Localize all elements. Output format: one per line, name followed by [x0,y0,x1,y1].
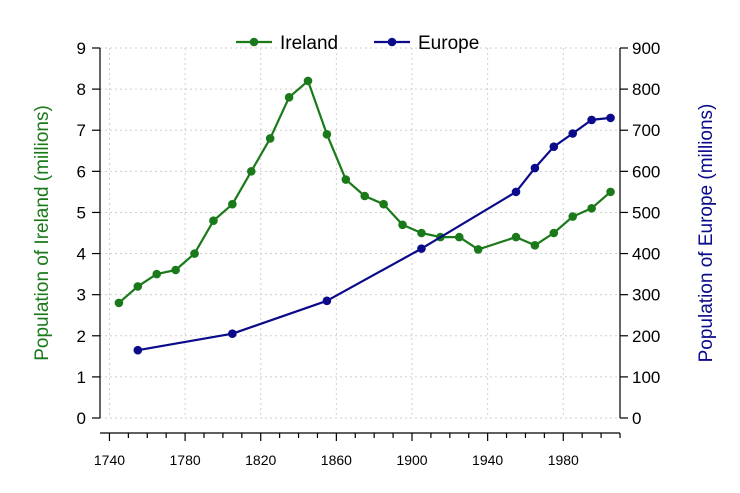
x-tick-label: 1900 [396,452,427,468]
right-tick-label: 100 [632,368,660,387]
left-tick-label: 0 [77,409,86,428]
data-point-ireland [265,134,275,143]
legend-marker-europe [387,37,397,47]
left-tick-label: 2 [77,327,86,346]
data-point-europe [511,187,521,197]
grid-lines [100,47,620,419]
data-point-ireland [209,216,218,225]
data-point-ireland [568,212,578,221]
left-axis-title: Population of Ireland (millions) [32,105,53,361]
right-tick-label: 900 [632,39,660,58]
left-tick-label: 5 [77,203,86,222]
data-point-ireland [246,167,256,176]
left-tick-label: 3 [77,286,86,305]
data-point-ireland [152,269,162,279]
right-tick-label: 400 [632,245,660,264]
x-tick-label: 1860 [321,452,352,468]
data-point-ireland [379,199,388,209]
data-point-ireland [473,245,483,254]
axes: 0 1 2 3 4 5 6 7 8 9 Population of Ireland (million… [32,39,717,468]
data-point-ireland [322,130,332,139]
data-point-ireland [606,187,615,197]
x-tick-label: 1980 [548,452,579,468]
left-tick-label: 7 [77,121,86,140]
data-point-ireland [190,249,199,258]
left-tick-label: 8 [77,80,86,99]
x-tick-label: 1820 [245,452,276,468]
data-point-europe [133,345,143,355]
data-point-europe [568,129,578,138]
left-tick-label: 9 [77,39,86,58]
data-point-ireland [303,76,313,86]
right-tick-label: 700 [632,121,660,140]
data-point-ireland [511,232,521,242]
legend-label-ireland: Ireland [280,33,338,54]
right-tick-label: 500 [632,203,660,222]
data-point-ireland [587,204,596,213]
series-line-europe [137,116,611,352]
data-point-europe [228,329,237,339]
legend-marker-ireland [249,37,259,47]
data-point-ireland [284,93,294,102]
data-point-ireland [549,228,559,238]
data-point-europe [322,296,332,306]
series-layer [114,76,615,355]
right-tick-label: 800 [632,80,660,99]
data-point-europe [587,115,596,125]
right-axis-title: Population of Europe (millions) [696,104,717,363]
data-point-ireland [398,220,407,230]
left-tick-label: 6 [77,162,86,181]
data-point-ireland [530,241,540,250]
right-tick-label: 600 [632,162,660,181]
x-tick-label: 1940 [472,452,503,468]
data-point-ireland [171,265,180,275]
data-point-europe [606,113,615,123]
data-point-ireland [228,199,237,209]
x-tick-label: 1780 [170,452,201,468]
legend: Ireland Europe [236,33,479,54]
data-point-ireland [454,232,464,242]
data-point-ireland [114,298,124,308]
data-point-ireland [360,191,370,201]
right-tick-label: 300 [632,286,660,305]
legend-label-europe: Europe [418,33,479,54]
right-tick-label: 200 [632,327,660,346]
right-tick-label: 0 [632,409,641,428]
data-point-ireland [417,228,426,238]
data-point-ireland [341,175,351,184]
data-point-europe [549,142,559,151]
left-tick-label: 1 [77,368,86,387]
data-point-europe [417,244,426,253]
data-point-europe [530,163,540,173]
data-point-ireland [133,282,143,291]
x-tick-label: 1740 [94,452,125,468]
left-tick-label: 4 [77,245,86,264]
